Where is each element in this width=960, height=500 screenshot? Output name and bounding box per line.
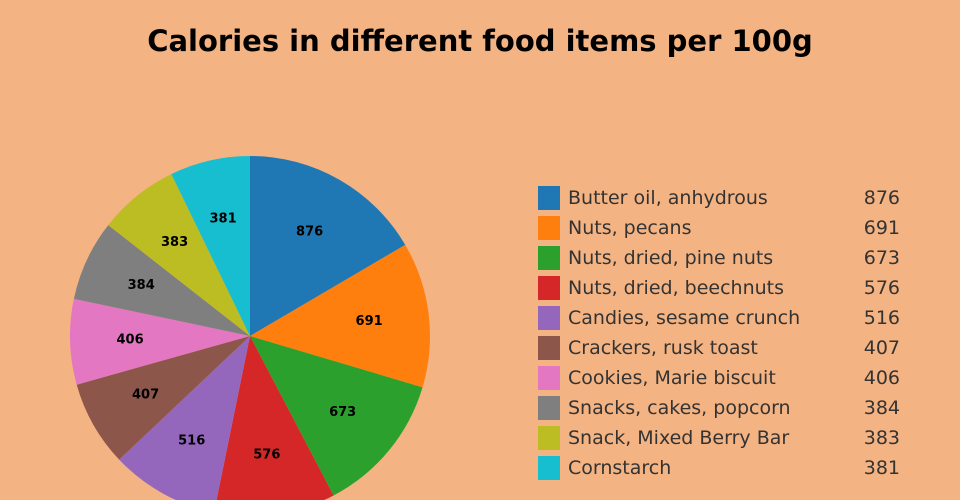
chart-title: Calories in different food items per 100… bbox=[147, 24, 813, 58]
pie-slice bbox=[76, 336, 250, 460]
legend-swatch bbox=[538, 276, 560, 300]
legend-item[interactable]: Crackers, rusk toast 407 bbox=[538, 333, 918, 363]
legend-swatch bbox=[538, 456, 560, 480]
pie-slice-label: 381 bbox=[210, 212, 237, 227]
legend-swatch bbox=[538, 246, 560, 270]
legend-swatch bbox=[538, 186, 560, 210]
legend-item[interactable]: Candies, sesame crunch 516 bbox=[538, 303, 918, 333]
legend-swatch bbox=[538, 366, 560, 390]
pie-slice-label: 576 bbox=[253, 447, 280, 462]
pie-slice-labels: 876 691 673 576 516 407 406 384 383 381 bbox=[116, 212, 382, 463]
pie-slice-label: 384 bbox=[128, 278, 155, 293]
pie-slice bbox=[171, 156, 250, 336]
legend-item[interactable]: Nuts, dried, beechnuts 576 bbox=[538, 273, 918, 303]
legend-label: Snacks, cakes, popcorn bbox=[568, 397, 791, 419]
legend-label: Nuts, pecans bbox=[568, 217, 692, 239]
pie-slices bbox=[69, 156, 430, 500]
legend-label: Crackers, rusk toast bbox=[568, 337, 758, 359]
legend-label: Snack, Mixed Berry Bar bbox=[568, 427, 790, 449]
pie-slice bbox=[250, 156, 406, 336]
legend-value: 407 bbox=[863, 337, 900, 359]
legend-value: 516 bbox=[863, 307, 900, 329]
legend-value: 383 bbox=[863, 427, 900, 449]
legend-swatch bbox=[538, 336, 560, 360]
legend-value: 576 bbox=[863, 277, 900, 299]
pie-slice bbox=[108, 174, 251, 336]
pie-slice bbox=[69, 298, 250, 385]
legend-swatch bbox=[538, 396, 560, 420]
legend-swatch bbox=[538, 216, 560, 240]
pie-slice bbox=[119, 336, 250, 500]
legend-label: Nuts, dried, beechnuts bbox=[568, 277, 785, 299]
legend-swatch bbox=[538, 426, 560, 450]
legend-value: 406 bbox=[863, 367, 900, 389]
legend-value: 384 bbox=[863, 397, 900, 419]
pie-slice bbox=[250, 244, 430, 388]
legend-value: 691 bbox=[863, 217, 900, 239]
legend-value: 876 bbox=[863, 187, 900, 209]
pie-slice-label: 876 bbox=[296, 224, 323, 239]
legend-value: 673 bbox=[863, 247, 900, 269]
legend-item[interactable]: Nuts, pecans 691 bbox=[538, 213, 918, 243]
pie-slice-label: 407 bbox=[132, 388, 159, 403]
pie-slice bbox=[73, 225, 250, 336]
legend-item[interactable]: Cookies, Marie biscuit 406 bbox=[538, 363, 918, 393]
legend-label: Cookies, Marie biscuit bbox=[568, 367, 776, 389]
pie-slice-label: 383 bbox=[161, 235, 188, 250]
pie-slice bbox=[216, 336, 334, 500]
legend-item[interactable]: Cornstarch 381 bbox=[538, 453, 918, 483]
legend-label: Nuts, dried, pine nuts bbox=[568, 247, 774, 269]
pie-slice bbox=[250, 336, 423, 496]
legend-swatch bbox=[538, 306, 560, 330]
legend-item[interactable]: Butter oil, anhydrous 876 bbox=[538, 183, 918, 213]
pie-slice-label: 406 bbox=[116, 332, 143, 347]
pie-slice-label: 673 bbox=[329, 405, 356, 420]
pie-slice-label: 516 bbox=[178, 433, 205, 448]
legend-value: 381 bbox=[863, 457, 900, 479]
legend-item[interactable]: Snacks, cakes, popcorn 384 bbox=[538, 393, 918, 423]
legend-item[interactable]: Snack, Mixed Berry Bar 383 bbox=[538, 423, 918, 453]
legend-label: Cornstarch bbox=[568, 457, 672, 479]
legend-label: Butter oil, anhydrous bbox=[568, 187, 768, 209]
legend: Butter oil, anhydrous 876 Nuts, pecans 691 N… bbox=[538, 183, 918, 483]
pie-slice-label: 691 bbox=[356, 314, 383, 329]
legend-item[interactable]: Nuts, dried, pine nuts 673 bbox=[538, 243, 918, 273]
legend-label: Candies, sesame crunch bbox=[568, 307, 801, 329]
